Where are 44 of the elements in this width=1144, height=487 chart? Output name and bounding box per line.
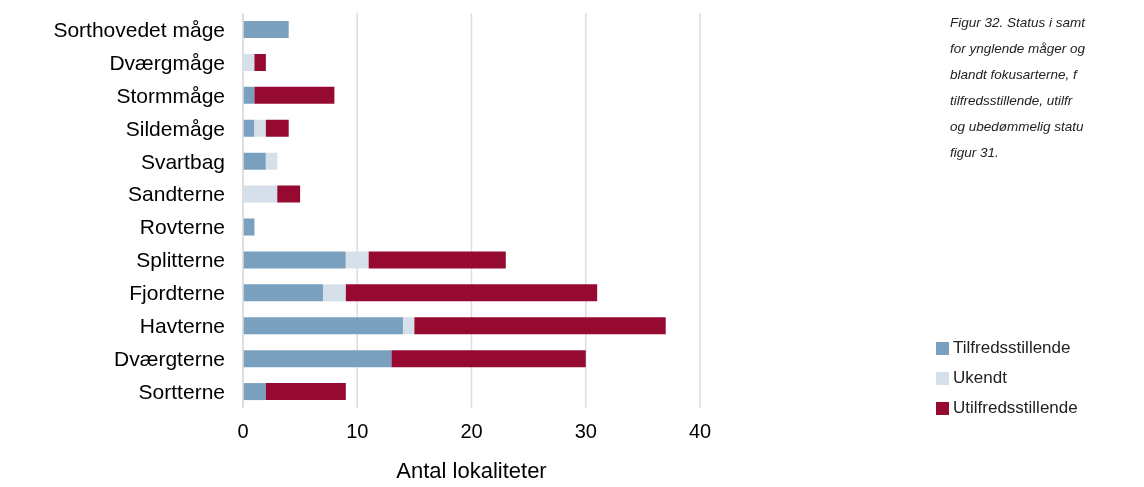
bar bbox=[243, 284, 323, 302]
bar bbox=[254, 119, 266, 137]
y-tick-label: Fjordterne bbox=[129, 281, 225, 305]
y-tick-label: Sortterne bbox=[138, 380, 225, 403]
bar bbox=[243, 152, 266, 170]
y-tick-label: Havterne bbox=[139, 314, 225, 338]
bar bbox=[243, 350, 392, 368]
y-tick-label: Dværgmåge bbox=[109, 50, 225, 74]
legend-label: Utilfredsstillende bbox=[953, 398, 1078, 417]
bar bbox=[345, 284, 598, 302]
x-tick-label: 40 bbox=[688, 420, 712, 443]
bar bbox=[345, 251, 369, 269]
bar bbox=[243, 185, 278, 203]
bar bbox=[265, 152, 278, 170]
bar bbox=[243, 21, 289, 38]
x-axis-title: Antal lokaliteter bbox=[396, 458, 547, 483]
y-tick-label: Dværgterne bbox=[114, 347, 225, 371]
bar bbox=[391, 350, 586, 368]
bar bbox=[402, 317, 415, 335]
x-tick-label: 10 bbox=[346, 420, 369, 443]
y-tick-label: Sorthovedet måge bbox=[53, 17, 225, 41]
x-tick-label: 30 bbox=[574, 420, 597, 443]
x-tick-label: 20 bbox=[460, 420, 483, 443]
legend-label: Tilfredsstillende bbox=[953, 338, 1071, 357]
bar bbox=[265, 119, 289, 137]
text: Figur 32. Status i samt for ynglende måger og blandt fokusarterne, f tilfredsstillende, utilfr og ubedømmelig statu figur 31. bbox=[950, 14, 1087, 162]
bar bbox=[254, 86, 335, 104]
y-tick-label: Rovterne bbox=[139, 215, 225, 239]
legend-label: Ukendt bbox=[953, 368, 1007, 387]
x-tick-label: 0 bbox=[237, 420, 249, 443]
bar bbox=[368, 251, 506, 269]
bar bbox=[322, 284, 346, 302]
y-tick-label: Splitterne bbox=[136, 248, 225, 272]
bar bbox=[243, 383, 266, 401]
y-tick-label: Sandterne bbox=[128, 182, 225, 206]
bar bbox=[414, 317, 666, 335]
bar bbox=[277, 185, 301, 203]
bar bbox=[254, 53, 266, 71]
bar bbox=[243, 251, 346, 269]
y-tick-label: Sildemåge bbox=[125, 116, 225, 140]
y-tick-label: Svartbag bbox=[140, 149, 225, 173]
bar bbox=[243, 317, 403, 335]
y-tick-label: Stormmåge bbox=[116, 83, 225, 107]
bar bbox=[265, 383, 346, 401]
